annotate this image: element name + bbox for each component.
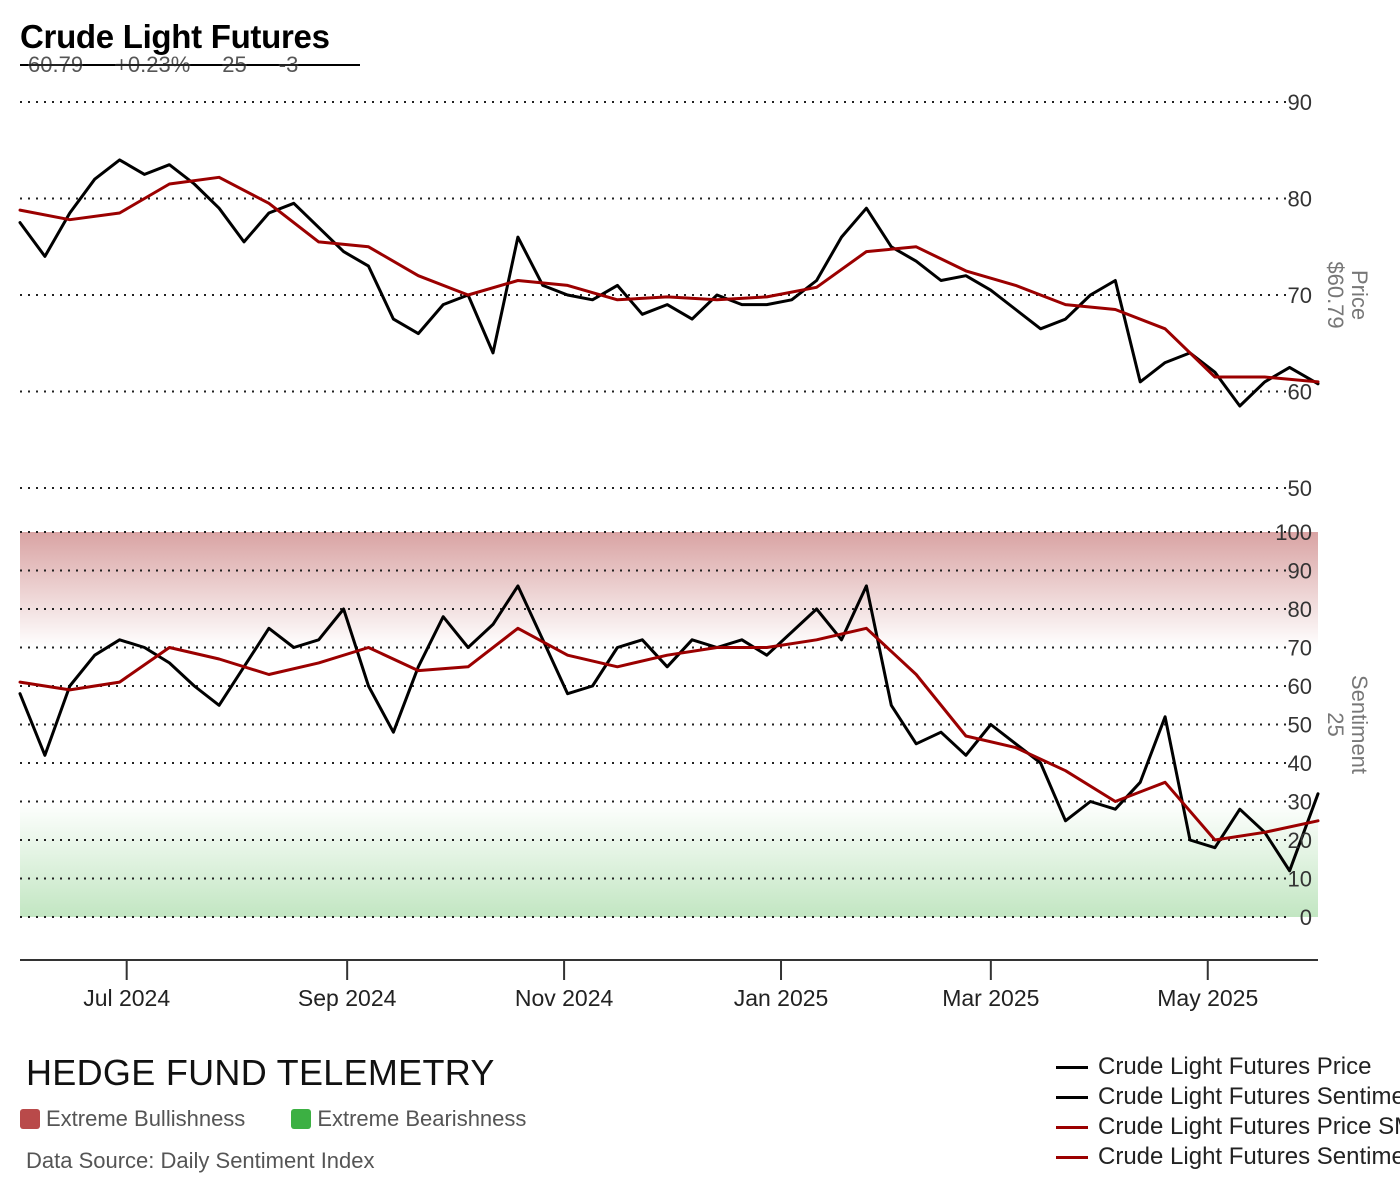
legend-line bbox=[1056, 1065, 1088, 1069]
axes: 50 60 70 80 90 Price$60.79 0 10 20 30 40 50 60 70 80 90… bbox=[20, 90, 1372, 1011]
axis-title: Price bbox=[1347, 270, 1372, 320]
legend-line bbox=[1056, 1125, 1088, 1129]
legend-label: Crude Light Futures Sentiment SMA bbox=[1098, 1143, 1400, 1170]
sentiment-zones bbox=[20, 532, 1318, 917]
series-line-crude-light-futures-price bbox=[18, 158, 1320, 408]
y-tick-label: 0 bbox=[1300, 905, 1312, 930]
x-tick-label: Nov 2024 bbox=[515, 985, 614, 1011]
legend-item: Crude Light Futures Price SMA bbox=[1056, 1112, 1400, 1142]
zone-bear-label: Extreme Bearishness bbox=[317, 1106, 527, 1131]
bear-swatch bbox=[291, 1109, 312, 1129]
zone-legend: Extreme Bullishness Extreme Bearishness bbox=[20, 1106, 526, 1132]
series-line-crude-light-futures-sentiment bbox=[18, 584, 1320, 873]
x-tick-label: Jul 2024 bbox=[83, 985, 170, 1011]
x-tick-label: May 2025 bbox=[1157, 985, 1258, 1011]
header-sentiment: 25 bbox=[222, 52, 247, 77]
bull-swatch bbox=[20, 1109, 40, 1129]
legend-label: Crude Light Futures Sentiment bbox=[1098, 1083, 1400, 1110]
legend-line bbox=[1056, 1155, 1088, 1159]
series-line-crude-light-futures-price-sma bbox=[18, 175, 1320, 384]
x-tick-label: Sep 2024 bbox=[298, 985, 397, 1011]
series-lines bbox=[18, 158, 1320, 873]
y-tick-label: 30 bbox=[1288, 790, 1312, 815]
y-tick-label: 90 bbox=[1288, 90, 1312, 115]
series-line-crude-light-futures-sentiment-sma bbox=[18, 626, 1320, 842]
header-price: 60.79 bbox=[28, 52, 84, 77]
y-tick-label: 40 bbox=[1288, 751, 1312, 776]
y-tick-label: 20 bbox=[1288, 828, 1312, 853]
zone-legend-bear: Extreme Bearishness bbox=[291, 1106, 526, 1132]
header-sentiment-change: -3 bbox=[278, 52, 299, 77]
y-tick-label: 80 bbox=[1288, 187, 1312, 212]
title-underline bbox=[20, 64, 360, 66]
header-change: +0.23% bbox=[115, 52, 191, 77]
axis-current-value: 25 bbox=[1323, 712, 1348, 736]
legend-item: Crude Light Futures Price bbox=[1056, 1052, 1400, 1082]
zone-band bbox=[20, 532, 1318, 648]
zone-legend-bull: Extreme Bullishness bbox=[20, 1106, 245, 1132]
legend-label: Crude Light Futures Price SMA bbox=[1098, 1113, 1400, 1140]
y-tick-label: 100 bbox=[1275, 520, 1312, 545]
y-tick-label: 90 bbox=[1288, 559, 1312, 584]
header-stats: 60.79 +0.23% 25 -3 bbox=[28, 52, 298, 78]
legend-label: Crude Light Futures Price bbox=[1098, 1053, 1372, 1080]
x-tick-label: Mar 2025 bbox=[942, 985, 1039, 1011]
y-tick-label: 60 bbox=[1288, 380, 1312, 405]
axis-title: Sentiment bbox=[1347, 675, 1372, 774]
chart-title: Crude Light Futures bbox=[20, 18, 330, 55]
legend-line bbox=[1056, 1095, 1088, 1099]
x-tick-label: Jan 2025 bbox=[734, 985, 829, 1011]
zone-band bbox=[20, 801, 1318, 917]
legend-item: Crude Light Futures Sentiment bbox=[1056, 1082, 1400, 1112]
y-tick-label: 70 bbox=[1288, 283, 1312, 308]
y-tick-label: 50 bbox=[1288, 476, 1312, 501]
legend-item: Crude Light Futures Sentiment SMA bbox=[1056, 1142, 1400, 1172]
y-tick-label: 10 bbox=[1288, 867, 1312, 892]
y-tick-label: 80 bbox=[1288, 597, 1312, 622]
series-legend: Crude Light Futures Price Crude Light Fu… bbox=[1056, 1052, 1400, 1172]
axis-title-group: Price$60.79 bbox=[1323, 261, 1372, 328]
chart-canvas: 50 60 70 80 90 Price$60.79 0 10 20 30 40 50 60 70 80 90… bbox=[18, 90, 1372, 1011]
y-tick-label: 60 bbox=[1288, 674, 1312, 699]
axis-current-value: $60.79 bbox=[1323, 261, 1348, 328]
data-source: Data Source: Daily Sentiment Index bbox=[26, 1148, 375, 1173]
gridlines bbox=[20, 101, 1290, 918]
zone-bull-label: Extreme Bullishness bbox=[46, 1106, 246, 1131]
y-tick-label: 70 bbox=[1288, 636, 1312, 661]
y-tick-label: 50 bbox=[1288, 713, 1312, 738]
brand-name: HEDGE FUND TELEMETRY bbox=[26, 1052, 495, 1093]
